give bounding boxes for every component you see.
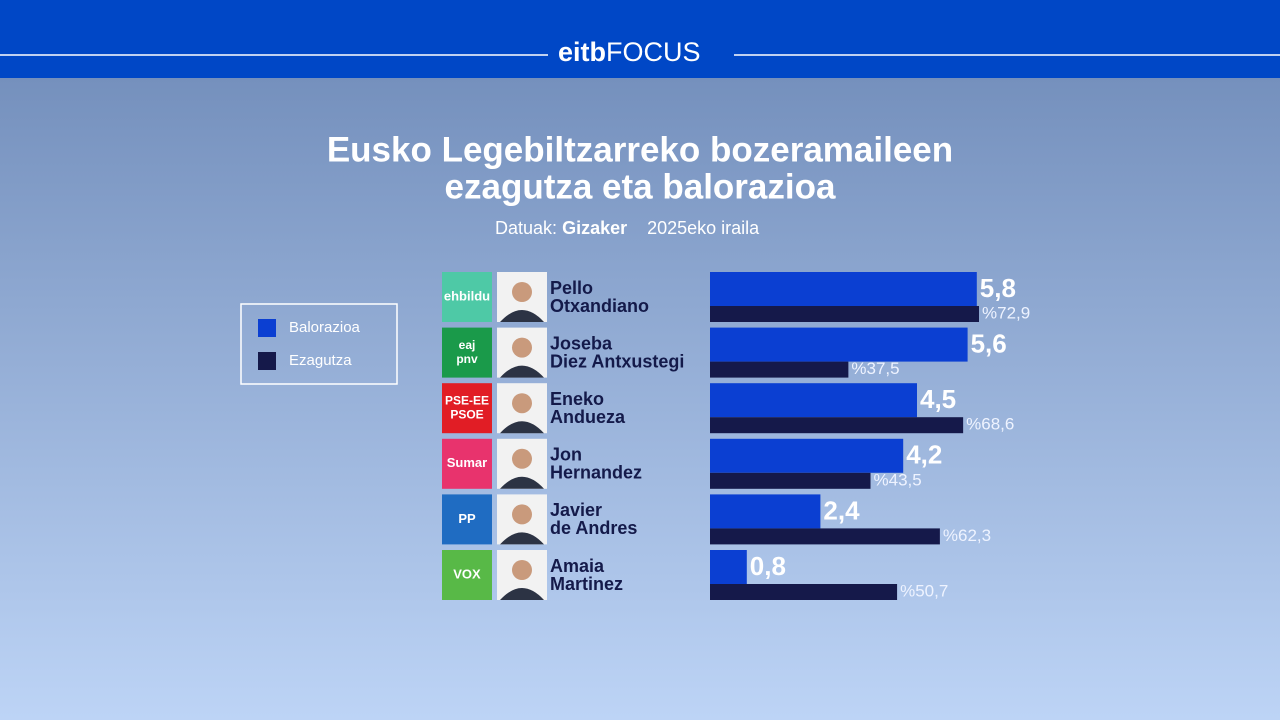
photo-body: [500, 365, 544, 378]
bar: [710, 584, 898, 600]
category-label: Javier: [550, 500, 602, 520]
photo-body: [500, 476, 544, 489]
party-logo: [442, 383, 492, 434]
bar: [710, 383, 917, 418]
category-label: Pello: [550, 278, 593, 298]
bar: [710, 327, 968, 362]
value-label: 2,4: [823, 495, 860, 525]
category-label: Andueza: [550, 407, 626, 427]
value-label: %62,3: [943, 526, 991, 545]
category-label: de Andres: [550, 518, 637, 538]
photo-head: [512, 282, 532, 302]
bar: [710, 417, 964, 434]
photo-head: [512, 448, 532, 469]
party-label: PSE-EE: [445, 393, 489, 407]
value-label: 5,6: [971, 328, 1007, 358]
logo: eitbFOCUS: [558, 37, 701, 67]
bar: [710, 494, 821, 529]
value-label: %68,6: [966, 415, 1014, 434]
party-label: VOX: [453, 566, 481, 581]
legend-swatch: [258, 352, 276, 370]
category-label: Martinez: [550, 574, 623, 594]
photo-head: [512, 393, 532, 414]
bar: [710, 528, 940, 545]
value-label: %50,7: [900, 581, 948, 600]
category-label: Hernandez: [550, 463, 642, 483]
party-label: pnv: [456, 352, 478, 366]
logo-part: eitb: [558, 37, 606, 67]
source: Gizaker: [562, 218, 627, 238]
photo-body: [500, 310, 544, 322]
party-logo: [442, 494, 492, 545]
party-label: eaj: [459, 338, 476, 352]
photo-head: [512, 337, 532, 358]
bar: [710, 472, 871, 489]
category-label: Amaia: [550, 556, 605, 576]
legend-label: Ezagutza: [289, 352, 352, 369]
value-label: %43,5: [874, 470, 922, 489]
bar: [710, 272, 977, 306]
photo-head: [512, 560, 532, 580]
value-label: %72,9: [982, 303, 1030, 322]
bar: [710, 438, 904, 473]
bar: [710, 306, 980, 322]
category-label: Jon: [550, 445, 582, 465]
chart-title: Eusko Legebiltzarreko bozeramaileen: [327, 130, 953, 169]
legend-box: [240, 303, 398, 385]
value-label: 0,8: [750, 551, 786, 581]
source-label: Datuak:: [495, 218, 557, 238]
category-label: Eneko: [550, 389, 604, 409]
value-label: %37,5: [851, 359, 899, 378]
photo-body: [500, 532, 544, 545]
party-logo: [442, 550, 492, 600]
category-label: Joseba: [550, 333, 613, 353]
legend-label: Balorazioa: [289, 319, 361, 336]
bar: [710, 361, 849, 378]
date: 2025eko iraila: [647, 218, 760, 238]
photo-body: [500, 588, 544, 600]
party-logo: [442, 438, 492, 489]
subtitle: Datuak: Gizaker 2025eko iraila: [495, 218, 760, 238]
party-label: Sumar: [447, 455, 487, 470]
value-label: 4,5: [920, 384, 956, 414]
category-label: Diez Antxustegi: [550, 351, 684, 371]
header-bar: [0, 0, 1280, 78]
photo-body: [500, 421, 544, 434]
party-label: ehbildu: [444, 288, 490, 303]
party-logo: [442, 327, 492, 378]
party-label: PSOE: [450, 407, 483, 421]
value-label: 4,2: [906, 440, 942, 470]
category-label: Otxandiano: [550, 296, 649, 316]
chart-title: ezagutza eta balorazioa: [445, 167, 836, 206]
photo-head: [512, 504, 532, 525]
legend-swatch: [258, 319, 276, 337]
party-logo: [442, 272, 492, 322]
bar: [710, 550, 747, 584]
value-label: 5,8: [980, 273, 1016, 303]
party-label: PP: [458, 511, 476, 526]
logo-part: FOCUS: [606, 37, 701, 67]
